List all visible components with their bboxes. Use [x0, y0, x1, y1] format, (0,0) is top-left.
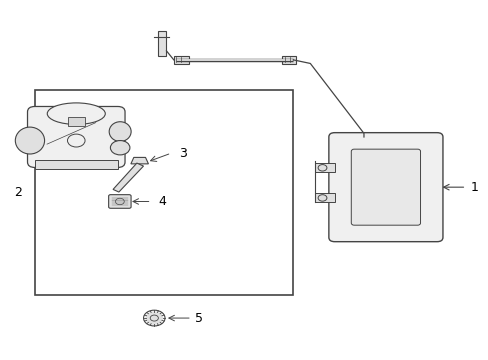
FancyBboxPatch shape: [27, 107, 125, 167]
Bar: [282, 56, 295, 64]
Bar: [315, 163, 334, 172]
Bar: [315, 193, 334, 202]
Ellipse shape: [15, 127, 44, 154]
FancyBboxPatch shape: [328, 133, 442, 242]
Bar: [35, 160, 118, 169]
Bar: [35, 90, 293, 295]
Text: 4: 4: [159, 195, 166, 208]
Polygon shape: [131, 157, 148, 164]
Text: 5: 5: [195, 311, 203, 325]
Text: 2: 2: [14, 186, 21, 199]
Ellipse shape: [109, 122, 131, 141]
FancyBboxPatch shape: [350, 149, 420, 225]
Ellipse shape: [47, 103, 105, 125]
Circle shape: [146, 312, 162, 324]
FancyBboxPatch shape: [108, 195, 131, 208]
Polygon shape: [113, 163, 143, 192]
Ellipse shape: [110, 140, 130, 155]
Text: 1: 1: [469, 181, 477, 194]
Bar: [173, 56, 189, 64]
Text: 3: 3: [178, 147, 186, 159]
Bar: [68, 117, 84, 126]
Bar: [158, 31, 166, 56]
